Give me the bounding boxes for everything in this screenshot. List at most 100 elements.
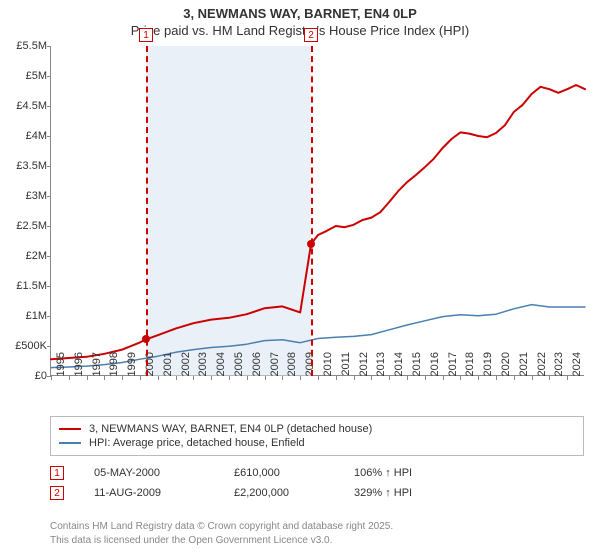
x-tick-label: 2020 [500, 352, 512, 382]
x-tick [176, 376, 177, 380]
event-line [311, 46, 313, 376]
legend-swatch-hpi [59, 442, 81, 444]
legend-swatch-property [59, 428, 81, 430]
x-tick [389, 376, 390, 380]
sale-pct: 329% ↑ HPI [354, 487, 454, 499]
x-tick [496, 376, 497, 380]
sale-date: 11-AUG-2009 [94, 487, 204, 499]
y-tick [47, 226, 51, 227]
y-tick-label: £4.5M [3, 100, 47, 112]
x-tick-label: 2016 [429, 352, 441, 382]
x-tick-label: 2006 [251, 352, 263, 382]
chart-container: 3, NEWMANS WAY, BARNET, EN4 0LP Price pa… [0, 0, 600, 560]
x-tick-label: 2011 [340, 352, 352, 382]
x-tick [407, 376, 408, 380]
x-tick [193, 376, 194, 380]
y-tick [47, 256, 51, 257]
legend-item-property: 3, NEWMANS WAY, BARNET, EN4 0LP (detache… [59, 423, 575, 435]
sale-price: £610,000 [234, 467, 324, 479]
y-tick-label: £2.5M [3, 220, 47, 232]
y-tick [47, 346, 51, 347]
y-tick [47, 196, 51, 197]
y-tick-label: £5M [3, 70, 47, 82]
x-tick-label: 2010 [322, 352, 334, 382]
x-tick [425, 376, 426, 380]
x-tick [443, 376, 444, 380]
y-tick-label: £1.5M [3, 280, 47, 292]
x-tick [158, 376, 159, 380]
x-tick [460, 376, 461, 380]
x-tick [354, 376, 355, 380]
x-tick-label: 2002 [180, 352, 192, 382]
x-tick-label: 2024 [571, 352, 583, 382]
x-tick-label: 2007 [269, 352, 281, 382]
x-tick-label: 1998 [108, 352, 120, 382]
x-tick [549, 376, 550, 380]
x-tick-label: 2022 [536, 352, 548, 382]
x-tick-label: 2003 [197, 352, 209, 382]
sale-marker-icon: 2 [50, 486, 64, 500]
chart-title-address: 3, NEWMANS WAY, BARNET, EN4 0LP [0, 6, 600, 21]
x-tick-label: 2014 [393, 352, 405, 382]
x-tick-label: 2008 [286, 352, 298, 382]
y-tick-label: £3M [3, 190, 47, 202]
x-tick [478, 376, 479, 380]
sale-pct: 106% ↑ HPI [354, 467, 454, 479]
y-tick-label: £2M [3, 250, 47, 262]
sale-row: 1 05-MAY-2000 £610,000 106% ↑ HPI [50, 466, 584, 480]
property-line [51, 85, 585, 359]
event-marker-icon: 2 [304, 28, 318, 42]
x-tick-label: 2021 [518, 352, 530, 382]
x-tick-label: 2019 [482, 352, 494, 382]
x-tick [567, 376, 568, 380]
x-tick-label: 2001 [162, 352, 174, 382]
footer: Contains HM Land Registry data © Crown c… [50, 520, 584, 547]
legend: 3, NEWMANS WAY, BARNET, EN4 0LP (detache… [50, 416, 584, 456]
event-marker-icon: 1 [139, 28, 153, 42]
x-tick-label: 1995 [55, 352, 67, 382]
x-tick-label: 2005 [233, 352, 245, 382]
x-tick [532, 376, 533, 380]
y-tick-label: £0 [3, 370, 47, 382]
y-tick [47, 166, 51, 167]
y-tick-label: £1M [3, 310, 47, 322]
y-tick-label: £5.5M [3, 40, 47, 52]
x-tick [122, 376, 123, 380]
x-tick-label: 2018 [464, 352, 476, 382]
x-tick [318, 376, 319, 380]
x-tick-label: 1996 [73, 352, 85, 382]
sale-date: 05-MAY-2000 [94, 467, 204, 479]
x-tick [211, 376, 212, 380]
x-tick-label: 1999 [126, 352, 138, 382]
x-tick [336, 376, 337, 380]
x-tick [300, 376, 301, 380]
x-tick [104, 376, 105, 380]
x-tick [69, 376, 70, 380]
x-tick-label: 2023 [553, 352, 565, 382]
sale-point [142, 335, 150, 343]
footer-copyright: Contains HM Land Registry data © Crown c… [50, 520, 584, 534]
x-tick [371, 376, 372, 380]
title-block: 3, NEWMANS WAY, BARNET, EN4 0LP Price pa… [0, 0, 600, 38]
sale-price: £2,200,000 [234, 487, 324, 499]
sale-row: 2 11-AUG-2009 £2,200,000 329% ↑ HPI [50, 486, 584, 500]
plot-region: £0£500K£1M£1.5M£2M£2.5M£3M£3.5M£4M£4.5M£… [50, 46, 584, 376]
y-tick-label: £4M [3, 130, 47, 142]
legend-label-property: 3, NEWMANS WAY, BARNET, EN4 0LP (detache… [89, 423, 372, 435]
event-line [146, 46, 148, 376]
y-tick-label: £500K [3, 340, 47, 352]
y-tick [47, 106, 51, 107]
x-tick [140, 376, 141, 380]
sales-table: 1 05-MAY-2000 £610,000 106% ↑ HPI 2 11-A… [50, 460, 584, 500]
y-tick [47, 316, 51, 317]
x-tick [282, 376, 283, 380]
x-tick-label: 2013 [375, 352, 387, 382]
x-tick [265, 376, 266, 380]
y-tick [47, 136, 51, 137]
x-tick-label: 2012 [358, 352, 370, 382]
chart-subtitle: Price paid vs. HM Land Registry's House … [0, 23, 600, 38]
x-tick [51, 376, 52, 380]
legend-item-hpi: HPI: Average price, detached house, Enfi… [59, 437, 575, 449]
y-tick-label: £3.5M [3, 160, 47, 172]
x-tick-label: 2017 [447, 352, 459, 382]
